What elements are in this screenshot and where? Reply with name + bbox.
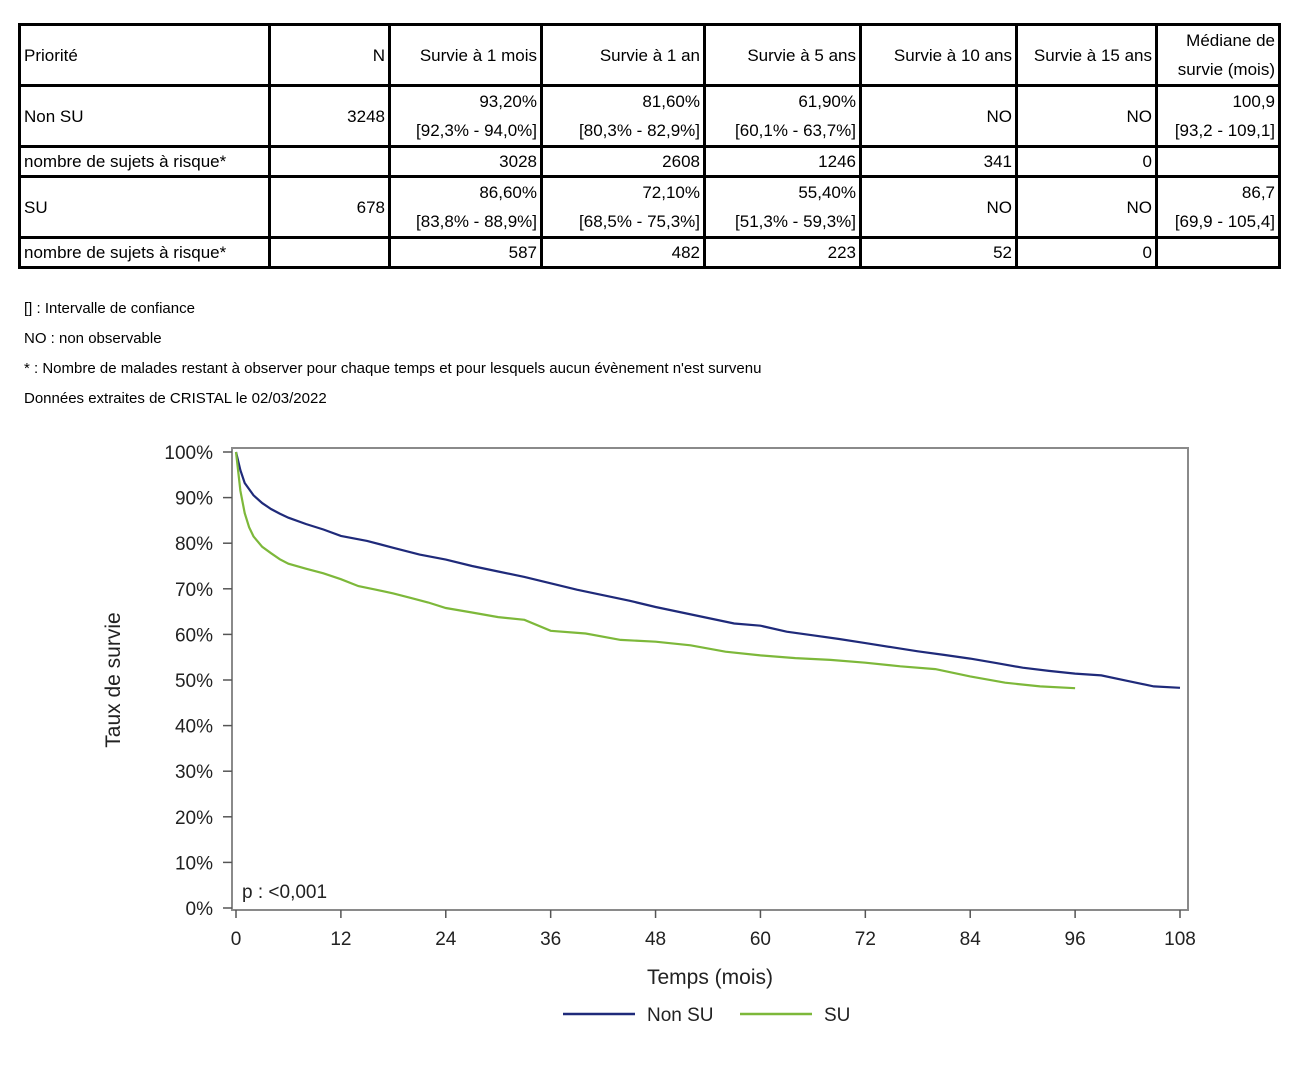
header-mediane-line1: Médiane de [1186, 31, 1275, 50]
cell-risk-1-an: 482 [540, 236, 706, 269]
header-survie-5-ans: Survie à 5 ans [703, 23, 862, 87]
cell-survie-1-an: 81,60% [80,3% - 82,9%] [540, 84, 706, 148]
y-tick-label: 70% [175, 580, 213, 601]
legend-label-non-su: Non SU [647, 1005, 714, 1026]
x-tick-label: 72 [855, 929, 876, 950]
y-tick-label: 40% [175, 717, 213, 738]
cell-risk-5-ans: 223 [703, 236, 862, 269]
cell-risk-10-ans: 52 [859, 236, 1018, 269]
y-tick-label: 80% [175, 534, 213, 555]
header-n: N [268, 23, 391, 87]
y-tick-label: 0% [186, 899, 214, 920]
y-tick-label: 60% [175, 625, 213, 646]
header-survie-1-an: Survie à 1 an [540, 23, 706, 87]
row-label: SU [18, 175, 271, 239]
y-tick-label: 10% [175, 853, 213, 874]
p-value-annotation: p : <0,001 [242, 882, 327, 903]
y-tick-label: 50% [175, 671, 213, 692]
header-survie-1-mois: Survie à 1 mois [388, 23, 543, 87]
note-confidence-interval: [] : Intervalle de confiance [24, 300, 195, 317]
cell-survie-10-ans: NO [859, 175, 1018, 239]
x-tick-label: 24 [435, 929, 457, 950]
x-tick-label: 36 [540, 929, 561, 950]
risk-label: nombre de sujets à risque* [18, 236, 271, 269]
notes: [] : Intervalle de confiance NO : non ob… [24, 294, 761, 414]
x-tick-label: 60 [750, 929, 771, 950]
cell-empty [1155, 236, 1281, 269]
plot-frame [231, 447, 1189, 911]
cell-survie-15-ans: NO [1015, 84, 1158, 148]
survival-table: Priorité N Survie à 1 mois Survie à 1 an… [18, 23, 1281, 269]
cell-survie-5-ans: 55,40% [51,3% - 59,3%] [703, 175, 862, 239]
note-data-source: Données extraites de CRISTAL le 02/03/20… [24, 390, 327, 407]
cell-survie-1-mois: 86,60% [83,8% - 88,9%] [388, 175, 543, 239]
header-survie-10-ans: Survie à 10 ans [859, 23, 1018, 87]
header-priorite: Priorité [18, 23, 271, 87]
header-survie-15-ans: Survie à 15 ans [1015, 23, 1158, 87]
cell-n: 3248 [268, 84, 391, 148]
cell-empty [1155, 145, 1281, 178]
cell-empty [268, 236, 391, 269]
legend-label-su: SU [824, 1005, 850, 1026]
risk-label: nombre de sujets à risque* [18, 145, 271, 178]
note-at-risk: * : Nombre de malades restant à observer… [24, 360, 762, 377]
table-row-su: SU 678 86,60% [83,8% - 88,9%] 72,10% [68,5… [18, 175, 1281, 239]
cell-risk-15-ans: 0 [1015, 145, 1158, 178]
x-tick-label: 96 [1065, 929, 1086, 950]
header-mediane-line2: survie (mois) [1177, 60, 1275, 79]
legend: Non SU SU [563, 1005, 850, 1026]
x-tick-label: 0 [231, 929, 242, 950]
cell-mediane: 100,9 [93,2 - 109,1] [1155, 84, 1281, 148]
header-mediane: Médiane de survie (mois) [1155, 23, 1281, 87]
y-tick-label: 100% [164, 443, 213, 464]
series-line-su [234, 451, 1076, 690]
row-label: Non SU [18, 84, 271, 148]
table-row-non-su: Non SU 3248 93,20% [92,3% - 94,0%] 81,60%… [18, 84, 1281, 148]
x-tick-label: 12 [330, 929, 351, 950]
cell-risk-1-mois: 3028 [388, 145, 543, 178]
cell-survie-10-ans: NO [859, 84, 1018, 148]
note-non-observable: NO : non observable [24, 330, 162, 347]
cell-survie-5-ans: 61,90% [60,1% - 63,7%] [703, 84, 862, 148]
table-row-risk-non-su: nombre de sujets à risque* 3028 2608 124… [18, 145, 1281, 178]
cell-mediane: 86,7 [69,9 - 105,4] [1155, 175, 1281, 239]
y-axis-title: Taux de survie [102, 612, 125, 747]
cell-survie-1-an: 72,10% [68,5% - 75,3%] [540, 175, 706, 239]
series-line-non-su [234, 451, 1181, 689]
cell-risk-15-ans: 0 [1015, 236, 1158, 269]
y-tick-label: 30% [175, 762, 213, 783]
table-row-risk-su: nombre de sujets à risque* 587 482 223 5… [18, 236, 1281, 269]
table-header-row: Priorité N Survie à 1 mois Survie à 1 an… [18, 23, 1281, 87]
cell-survie-15-ans: NO [1015, 175, 1158, 239]
cell-survie-1-mois: 93,20% [92,3% - 94,0%] [388, 84, 543, 148]
cell-risk-1-an: 2608 [540, 145, 706, 178]
cell-risk-1-mois: 587 [388, 236, 543, 269]
cell-empty [268, 145, 391, 178]
y-tick-label: 90% [175, 489, 213, 510]
cell-risk-5-ans: 1246 [703, 145, 862, 178]
x-tick-label: 48 [645, 929, 666, 950]
cell-risk-10-ans: 341 [859, 145, 1018, 178]
x-axis-title: Temps (mois) [647, 966, 773, 989]
x-tick-label: 108 [1164, 929, 1196, 950]
y-tick-label: 20% [175, 808, 213, 829]
x-tick-label: 84 [960, 929, 982, 950]
survival-chart: 0% 10% 20% 30% 40% 50% 60% 70% 80% 90% 100% 0 12 24 36… [102, 443, 1196, 1026]
cell-n: 678 [268, 175, 391, 239]
